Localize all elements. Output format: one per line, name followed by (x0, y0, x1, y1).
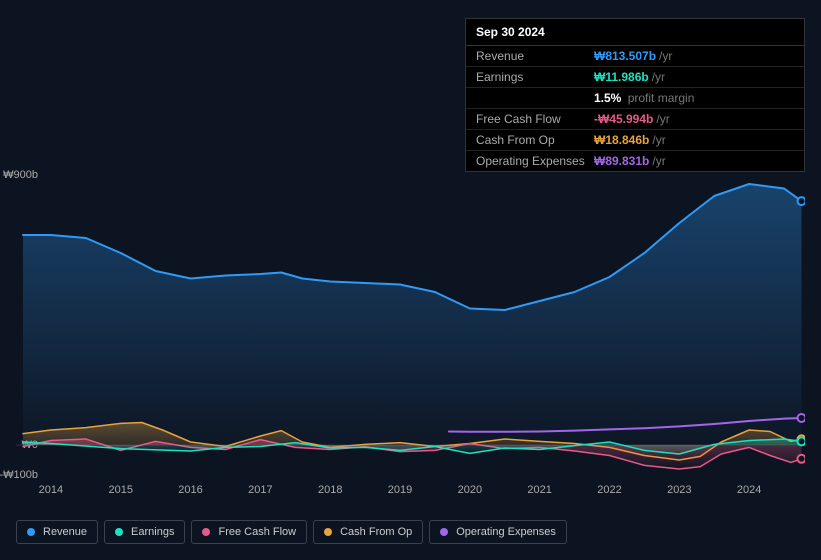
line-area-chart (16, 175, 805, 475)
legend-dot-icon (27, 528, 35, 536)
tooltip-metric-value: -₩45.994b (594, 112, 653, 126)
tooltip-metric-value: ₩18.846b (594, 133, 649, 147)
legend-item-revenue[interactable]: Revenue (16, 520, 98, 544)
legend-dot-icon (202, 528, 210, 536)
x-axis-label: 2014 (39, 484, 63, 496)
x-axis-label: 2020 (458, 484, 482, 496)
tooltip-metric-label: Revenue (476, 49, 594, 63)
tooltip-row: Operating Expenses₩89.831b/yr (466, 151, 804, 171)
legend-item-cashop[interactable]: Cash From Op (313, 520, 423, 544)
legend-label: Cash From Op (340, 526, 412, 538)
legend: Revenue Earnings Free Cash Flow Cash From O… (16, 520, 567, 544)
x-axis-label: 2024 (737, 484, 761, 496)
tooltip-row: Earnings₩11.986b/yr (466, 67, 804, 88)
x-axis-label: 2021 (527, 484, 551, 496)
legend-item-fcf[interactable]: Free Cash Flow (191, 520, 307, 544)
chart-area (16, 175, 805, 475)
tooltip-metric-unit: /yr (656, 112, 669, 126)
data-tooltip: Sep 30 2024 Revenue₩813.507b/yrEarnings₩… (465, 18, 805, 172)
legend-label: Operating Expenses (456, 526, 556, 538)
tooltip-metric-label: Cash From Op (476, 133, 594, 147)
legend-item-opex[interactable]: Operating Expenses (429, 520, 567, 544)
legend-item-earnings[interactable]: Earnings (104, 520, 185, 544)
tooltip-metric-unit: /yr (652, 70, 665, 84)
x-axis-label: 2019 (388, 484, 412, 496)
tooltip-row: Free Cash Flow-₩45.994b/yr (466, 109, 804, 130)
legend-label: Revenue (43, 526, 87, 538)
x-axis-label: 2022 (597, 484, 621, 496)
tooltip-row-extra: 1.5% profit margin (466, 88, 804, 109)
tooltip-metric-label: Operating Expenses (476, 154, 594, 168)
tooltip-metric-unit: /yr (652, 133, 665, 147)
legend-dot-icon (115, 528, 123, 536)
tooltip-metric-value: ₩11.986b (594, 70, 649, 84)
x-axis: 2014 2015 2016 2017 2018 2019 2020 2021 2022 2023… (16, 484, 805, 500)
legend-dot-icon (440, 528, 448, 536)
x-axis-label: 2015 (108, 484, 132, 496)
tooltip-metric-unit: /yr (652, 154, 665, 168)
legend-dot-icon (324, 528, 332, 536)
tooltip-metric-label: Free Cash Flow (476, 112, 594, 126)
tooltip-date: Sep 30 2024 (466, 19, 804, 46)
tooltip-extra-value: 1.5% (594, 91, 621, 105)
tooltip-metric-label: Earnings (476, 70, 594, 84)
x-axis-label: 2017 (248, 484, 272, 496)
legend-label: Free Cash Flow (218, 526, 296, 538)
tooltip-metric-unit: /yr (659, 49, 672, 63)
x-axis-label: 2016 (178, 484, 202, 496)
x-axis-label: 2023 (667, 484, 691, 496)
tooltip-metric-value: ₩813.507b (594, 49, 656, 63)
tooltip-metric-value: ₩89.831b (594, 154, 649, 168)
x-axis-label: 2018 (318, 484, 342, 496)
tooltip-row: Cash From Op₩18.846b/yr (466, 130, 804, 151)
tooltip-row: Revenue₩813.507b/yr (466, 46, 804, 67)
legend-label: Earnings (131, 526, 174, 538)
tooltip-extra-label: profit margin (624, 91, 694, 105)
